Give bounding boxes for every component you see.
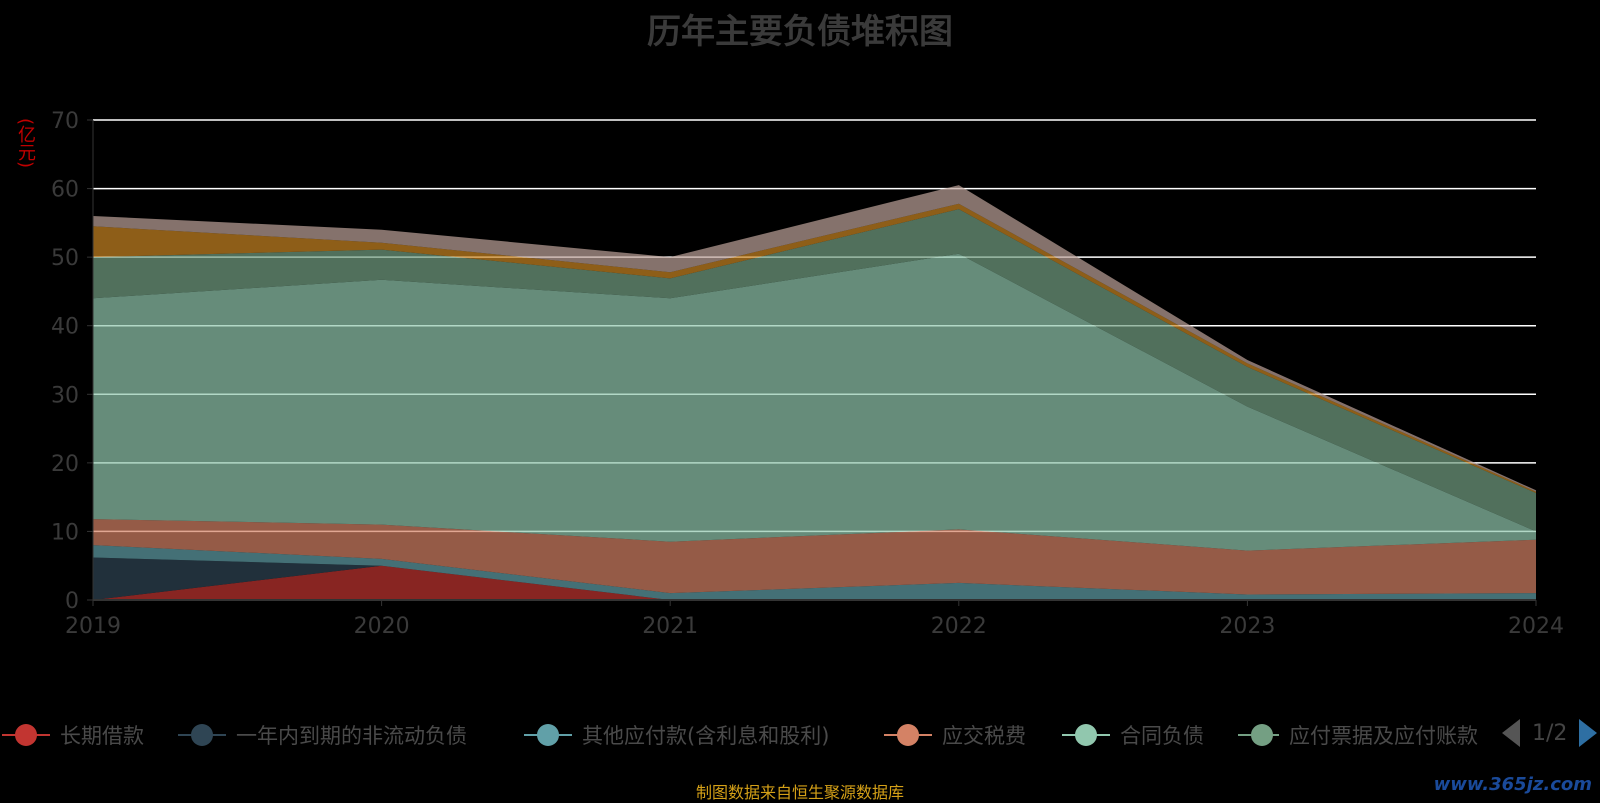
legend-label: 应交税费 bbox=[942, 724, 1026, 748]
area-series-5[interactable] bbox=[93, 209, 1536, 532]
legend-label: 一年内到期的非流动负债 bbox=[236, 724, 467, 748]
area-series-4[interactable] bbox=[93, 253, 1536, 551]
x-tick-label-3: 2022 bbox=[931, 614, 987, 639]
y-tick-label-0: 0 bbox=[65, 589, 79, 614]
legend-label: 长期借款 bbox=[60, 724, 144, 748]
area-series-0[interactable] bbox=[93, 565, 1536, 600]
y-tick-label-3: 30 bbox=[51, 383, 79, 408]
y-tick-label-5: 50 bbox=[51, 246, 79, 271]
axes: 0 10 20 30 40 50 60 70 2019 2020 2021 2022 2023 2024 bbox=[51, 109, 1564, 639]
x-tick-label-1: 2020 bbox=[354, 614, 410, 639]
data-source-note: 制图数据来自恒生聚源数据库 bbox=[695, 783, 904, 802]
x-tick-label-4: 2023 bbox=[1219, 614, 1275, 639]
legend-item-3[interactable]: 应交税费 bbox=[884, 720, 1026, 750]
legend-item-1[interactable]: 一年内到期的非流动负债 bbox=[178, 720, 467, 750]
y-tick-label-6: 60 bbox=[51, 178, 79, 203]
area-series-1[interactable] bbox=[93, 557, 1536, 601]
legend-label: 合同负债 bbox=[1120, 724, 1204, 748]
legend-marker-icon bbox=[524, 723, 572, 747]
legend-marker-icon bbox=[1062, 723, 1110, 747]
y-axis-unit-label: (亿元) bbox=[15, 118, 36, 169]
legend-item-4[interactable]: 合同负债 bbox=[1062, 720, 1204, 750]
watermark: www.365jz.com bbox=[1433, 774, 1592, 795]
x-tick-label-5: 2024 bbox=[1508, 614, 1564, 639]
y-tick-label-4: 40 bbox=[51, 315, 79, 340]
legend-marker-icon bbox=[178, 723, 226, 747]
legend-item-2[interactable]: 其他应付款(含利息和股利) bbox=[524, 720, 829, 750]
legend-marker-icon bbox=[1238, 723, 1279, 747]
chart-title: 历年主要负债堆积图 bbox=[647, 12, 953, 52]
legend-next-page-icon[interactable] bbox=[1579, 719, 1598, 747]
legend-page-indicator: 1/2 bbox=[1532, 720, 1568, 746]
area-series-3[interactable] bbox=[93, 519, 1536, 595]
legend-marker-icon bbox=[884, 723, 932, 747]
legend-label: 应付票据及应付账款 bbox=[1289, 724, 1478, 748]
legend-item-5[interactable]: 应付票据及应付账款 bbox=[1238, 720, 1478, 750]
legend-label: 其他应付款(含利息和股利) bbox=[582, 724, 830, 748]
legend-item-0[interactable]: 长期借款 bbox=[2, 720, 144, 750]
area-series bbox=[93, 185, 1536, 600]
legend-pager: 1/2 bbox=[1502, 719, 1598, 747]
y-tick-label-1: 10 bbox=[51, 520, 79, 545]
legend-marker-icon bbox=[2, 723, 50, 747]
legend-prev-page-icon[interactable] bbox=[1502, 719, 1520, 747]
area-series-2[interactable] bbox=[93, 545, 1536, 600]
y-tick-label-2: 20 bbox=[51, 452, 79, 477]
x-tick-label-2: 2021 bbox=[642, 614, 698, 639]
y-tick-label-7: 70 bbox=[51, 109, 79, 134]
x-tick-label-0: 2019 bbox=[65, 614, 121, 639]
